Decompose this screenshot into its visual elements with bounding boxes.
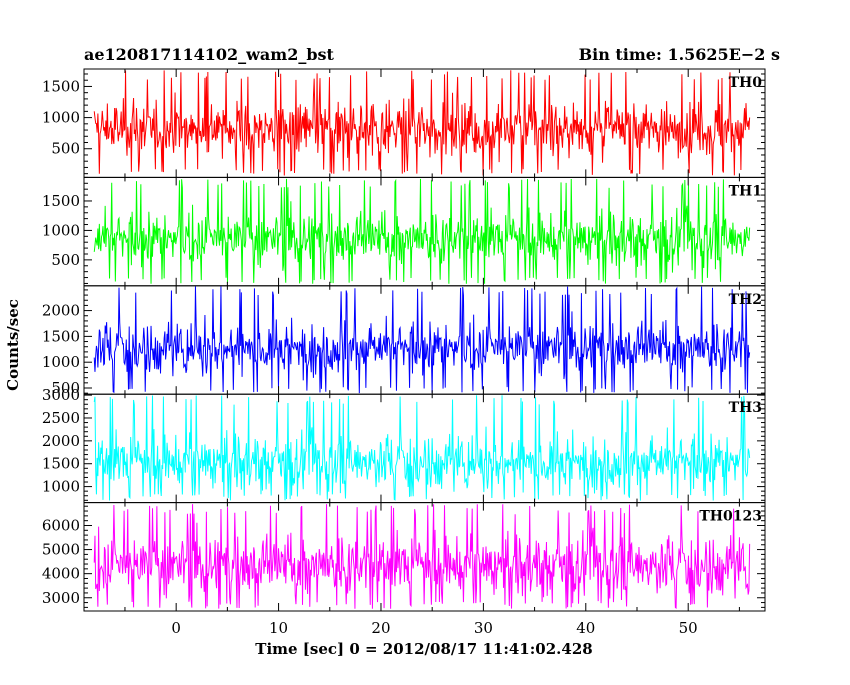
panel-label-th2: TH2 [729, 292, 762, 308]
x-tick-label: 20 [371, 619, 390, 637]
panel-th0123: 3000 4000 5000 6000 TH0123 [42, 502, 766, 612]
y-tick-label: 1000 [42, 353, 80, 371]
panel-label-th1: TH1 [729, 183, 762, 199]
chart-title-right: Bin time: 1.5625E−2 s [579, 45, 780, 64]
x-tick-label: 30 [474, 619, 493, 637]
panel-label-th0123: TH0123 [699, 509, 762, 525]
y-tick-label: 3000 [42, 386, 80, 404]
y-tick-label: 1500 [42, 77, 80, 95]
panel-th2: 500 1000 1500 2000 TH2 [42, 285, 766, 397]
y-tick-label: 500 [51, 379, 80, 397]
series-th0123 [93, 504, 751, 609]
y-tick-label: 6000 [42, 516, 80, 534]
panel-frame [83, 502, 766, 612]
panel-label-th0: TH0 [729, 75, 763, 91]
y-tick-label: 500 [51, 251, 80, 269]
panel-th0: 500 1000 1500 TH0 [42, 68, 766, 178]
y-tick-label: 4000 [42, 565, 80, 583]
x-tick-label: 50 [679, 619, 698, 637]
series-th0 [93, 70, 751, 176]
y-tick-label: 500 [51, 140, 80, 158]
y-tick-label: 1500 [42, 327, 80, 345]
series-th3 [93, 395, 751, 501]
y-tick-label: 1000 [42, 478, 80, 496]
x-axis: 0 10 20 30 40 50 [171, 619, 697, 637]
y-tick-label: 2000 [42, 432, 80, 450]
y-tick-label: 1500 [42, 192, 80, 210]
y-tick-label: 1000 [42, 221, 80, 239]
x-tick-label: 10 [269, 619, 288, 637]
panel-label-th3: TH3 [729, 400, 762, 416]
x-tick-label: 0 [171, 619, 181, 637]
chart-title-left: ae120817114102_wam2_bst [84, 45, 335, 64]
panel-th3: 1000 1500 2000 2500 3000 TH3 [42, 386, 766, 504]
x-axis-label: Time [sec] 0 = 2012/08/17 11:41:02.428 [255, 640, 592, 658]
y-tick-label: 2500 [42, 409, 80, 427]
y-tick-label: 5000 [42, 541, 80, 559]
panel-th1: 500 1000 1500 TH1 [42, 176, 766, 287]
series-th1 [93, 178, 751, 284]
y-tick-label: 1500 [42, 455, 80, 473]
panels-group: 500 1000 1500 TH0 500 1000 1500 TH1 500 1000 1500 2… [42, 68, 766, 612]
y-tick-label: 2000 [42, 302, 80, 320]
y-tick-label: 3000 [42, 589, 80, 607]
x-tick-label: 40 [576, 619, 595, 637]
y-axis-label: Counts/sec [4, 299, 22, 391]
y-tick-label: 1000 [42, 109, 80, 127]
series-th2 [93, 286, 751, 394]
